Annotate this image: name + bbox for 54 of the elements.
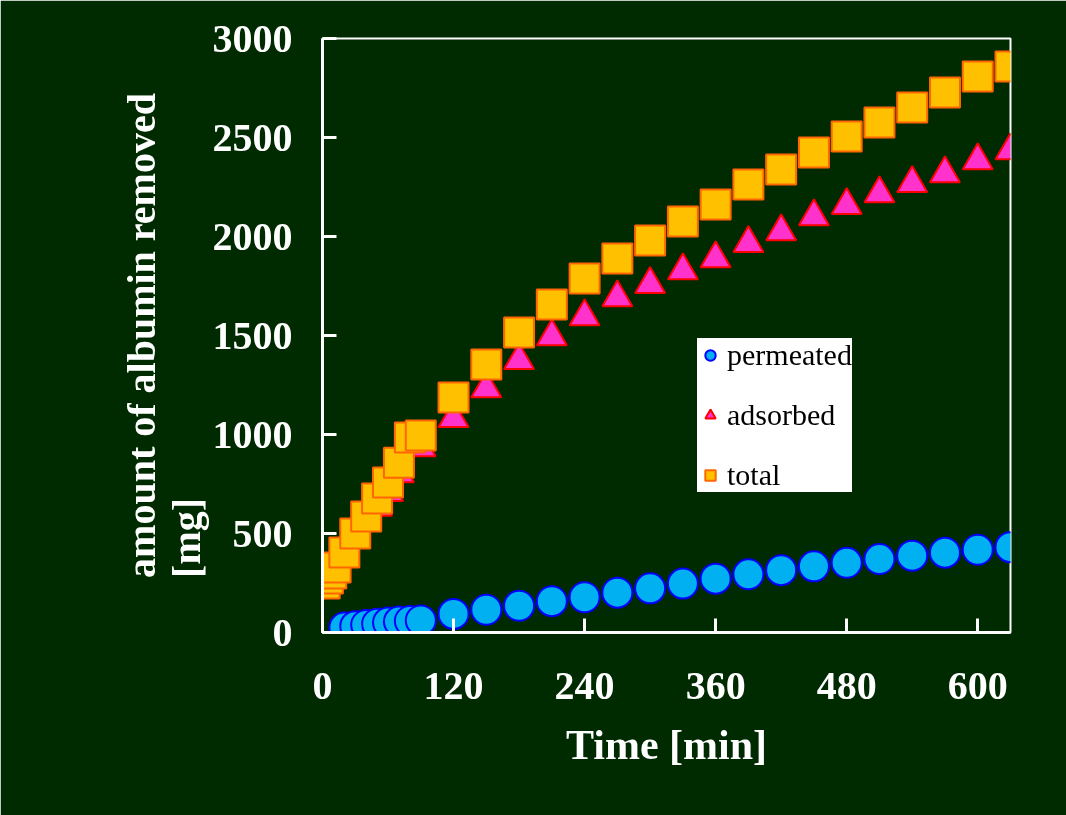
point: [699, 188, 732, 221]
point: [797, 136, 830, 169]
point: [797, 550, 830, 583]
point: [503, 589, 536, 622]
y-tick-label: 0: [272, 609, 293, 655]
point: [601, 242, 634, 275]
y-tick-label: 2000: [212, 213, 293, 259]
x-tick-label: 480: [816, 662, 877, 708]
point: [437, 381, 470, 414]
point: [634, 224, 667, 257]
point: [634, 572, 667, 605]
point: [765, 153, 798, 186]
point: [863, 106, 896, 139]
point: [765, 554, 798, 587]
point: [404, 604, 437, 633]
y-tick-label: 1500: [212, 312, 293, 358]
y-tick-label: 500: [232, 510, 293, 556]
point: [535, 288, 568, 321]
point: [961, 60, 994, 93]
y-tick-label: 3000: [212, 15, 293, 61]
x-tick-label: 0: [312, 662, 333, 708]
point: [896, 91, 929, 124]
x-axis-title: Time [min]: [565, 721, 768, 768]
point: [699, 562, 732, 595]
y-tick-label: 1000: [212, 411, 293, 457]
point: [666, 205, 699, 238]
x-tick-label: 240: [554, 662, 615, 708]
point: [830, 546, 863, 579]
point: [568, 581, 601, 614]
point: [503, 316, 536, 349]
point: [535, 585, 568, 618]
point: [732, 558, 765, 591]
point: [732, 168, 765, 201]
legend-label: adsorbed: [727, 398, 836, 432]
point: [404, 419, 437, 452]
point: [601, 576, 634, 609]
point: [830, 120, 863, 153]
point: [896, 539, 929, 572]
point: [470, 593, 503, 626]
point: [437, 597, 470, 630]
x-tick-label: 120: [423, 662, 484, 708]
point: [961, 533, 994, 566]
point: [863, 543, 896, 576]
point: [928, 76, 961, 109]
legend-label: total: [727, 458, 781, 492]
y-tick-label: 2500: [212, 114, 293, 160]
x-tick-label: 360: [685, 662, 746, 708]
point: [568, 262, 601, 295]
legend-label: permeated: [727, 338, 852, 372]
point: [928, 536, 961, 569]
y-axis-title: amount of albumin removed [mg]: [118, 93, 209, 578]
point: [666, 567, 699, 600]
point: [470, 348, 503, 381]
x-tick-label: 600: [947, 662, 1008, 708]
